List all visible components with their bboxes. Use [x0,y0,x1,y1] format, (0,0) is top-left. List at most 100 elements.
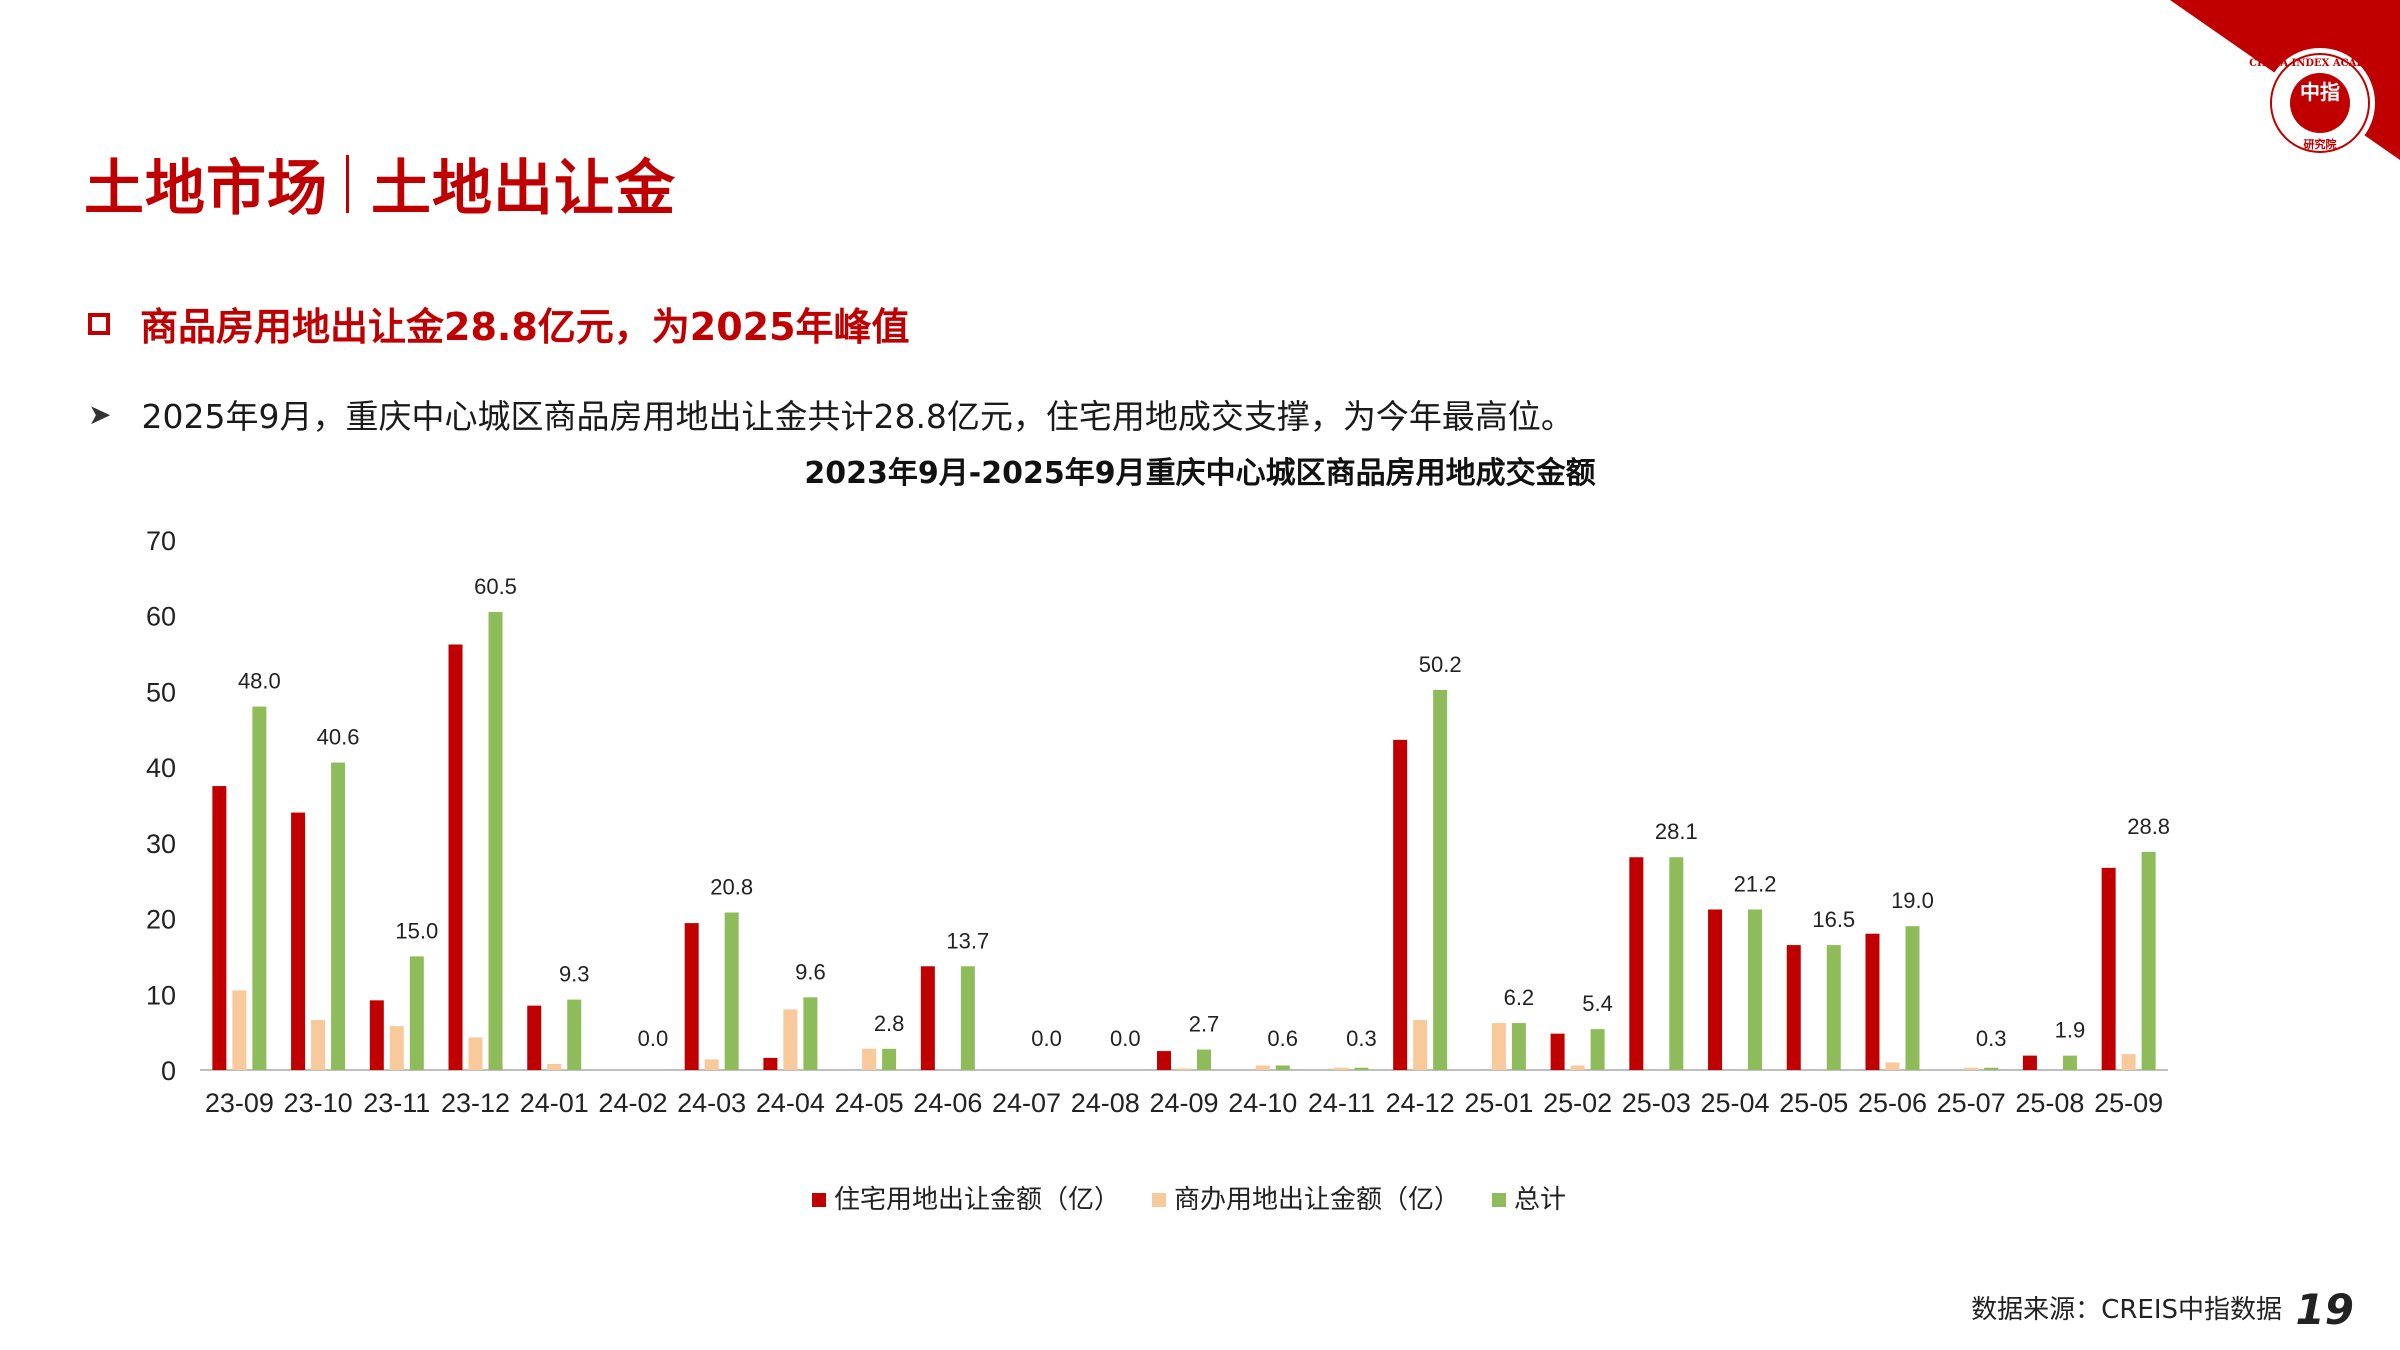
data-label: 2.8 [874,1011,905,1036]
bar-commercial [2121,1054,2136,1070]
title-part-1: 土地市场 [84,154,328,224]
bar-chart: 0 10 20 30 40 50 60 70 48.0 40.6 15.0 60.5 9.3 0.0 20.… [146,526,2170,1215]
bar-total [567,999,582,1070]
subheading-text: 商品房用地出让金28.8亿元，为2025年峰值 [140,305,910,349]
bar-total [1433,689,1448,1070]
data-source: 数据来源：CREIS中指数据 [1971,1295,2282,1325]
bar-total [1669,857,1684,1070]
bar-total [960,966,975,1070]
bar-commercial [232,990,247,1070]
x-tick-label: 23-11 [363,1088,430,1118]
y-tick-label: 60 [146,602,176,632]
bar-total [1748,909,1763,1070]
bar-residential [527,1005,542,1070]
bar-commercial [1491,1023,1506,1070]
data-label: 0.0 [1031,1026,1062,1051]
bar-residential [920,966,935,1070]
bar-residential [1157,1051,1171,1070]
logo-center-text: 中指 [2300,80,2340,104]
bar-commercial [311,1020,326,1070]
data-label: 20.8 [710,875,753,900]
data-label: 0.6 [1267,1026,1298,1051]
x-tick-label: 24-11 [1308,1088,1375,1118]
page-number: 19 [2295,1285,2354,1334]
logo-top-text: CHINA INDEX ACADEMY [2249,58,2392,69]
bar-total [1197,1049,1211,1070]
bullet-text: 2025年9月，重庆中心城区商品房用地出让金共计28.8亿元，住宅用地成交支撑，… [141,397,1574,436]
bar-total [2062,1055,2077,1070]
data-label: 0.3 [1346,1026,1377,1051]
arrow-bullet-icon: ➤ [88,397,112,431]
bar-commercial [1334,1067,1349,1070]
bar-total [252,706,267,1070]
data-label: 28.1 [1655,819,1698,844]
bar-residential [448,644,463,1070]
bar-commercial [1885,1062,1900,1070]
legend-swatch [1152,1193,1166,1207]
x-tick-label: 24-07 [992,1088,1061,1118]
data-label: 9.6 [795,959,826,984]
title-part-2: 土地出让金 [371,154,676,224]
data-label: 28.8 [2127,814,2170,839]
bar-total [331,762,346,1070]
data-label: 13.7 [946,928,989,953]
y-tick-label: 30 [146,829,176,859]
y-tick-label: 40 [146,753,176,783]
x-tick-label: 25-02 [1543,1088,1612,1118]
legend-label: 总计 [1514,1185,1566,1215]
bar-residential [2101,867,2116,1070]
x-tick-label: 25-01 [1464,1088,1533,1118]
data-label: 1.9 [2055,1018,2086,1043]
bar-total [1590,1029,1605,1070]
bar-total [1826,945,1841,1070]
bar-commercial [1255,1065,1270,1070]
bar-total [1275,1065,1290,1070]
bar-residential [369,1000,384,1070]
y-tick-label: 0 [161,1056,176,1086]
bar-total [1984,1067,1999,1070]
bar-total [1511,1023,1526,1070]
x-tick-label: 24-03 [677,1088,746,1118]
bar-total [2141,851,2156,1070]
x-tick-label: 24-12 [1386,1088,1455,1118]
x-tick-label: 25-07 [1937,1088,2006,1118]
x-tick-label: 23-09 [205,1088,274,1118]
bar-total [488,611,503,1070]
legend-label: 商办用地出让金额（亿） [1174,1185,1460,1215]
data-label: 19.0 [1891,888,1934,913]
data-label: 48.0 [238,669,281,694]
x-tick-label: 24-10 [1228,1088,1297,1118]
bar-commercial [547,1063,562,1070]
y-tick-label: 10 [146,980,176,1010]
bar-residential [1629,857,1644,1070]
x-tick-label: 25-04 [1701,1088,1770,1118]
y-tick-label: 20 [146,905,176,935]
bar-commercial [389,1026,404,1070]
bar-total [1905,926,1920,1070]
brand-logo: 中指 CHINA INDEX ACADEMY 研究院 [2170,0,2400,160]
bullet-point: ➤ 2025年9月，重庆中心城区商品房用地出让金共计28.8亿元，住宅用地成交支… [88,390,1574,438]
page-title: 土地市场 土地出让金 [84,140,676,227]
bar-residential [1393,739,1408,1070]
x-tick-label: 25-08 [2015,1088,2084,1118]
logo-bottom-text: 研究院 [2304,137,2337,151]
x-tick-label: 25-05 [1779,1088,1848,1118]
bar-total [882,1048,897,1070]
x-tick-label: 24-05 [835,1088,904,1118]
data-label: 6.2 [1504,985,1535,1010]
bar-commercial [862,1048,877,1070]
bar-residential [763,1057,778,1070]
bar-total [1354,1067,1369,1070]
bar-residential [2022,1055,2037,1070]
bar-commercial [1964,1067,1979,1070]
data-label: 9.3 [559,962,590,987]
data-label: 50.2 [1419,652,1462,677]
bar-commercial [783,1009,798,1070]
data-label: 60.5 [474,574,517,599]
bar-commercial [1177,1068,1191,1070]
x-tick-label: 24-01 [520,1088,589,1118]
bar-total [724,912,739,1070]
chart-title: 2023年9月-2025年9月重庆中心城区商品房用地成交金额 [804,456,1596,491]
bar-commercial [704,1059,719,1070]
data-label: 21.2 [1734,871,1777,896]
